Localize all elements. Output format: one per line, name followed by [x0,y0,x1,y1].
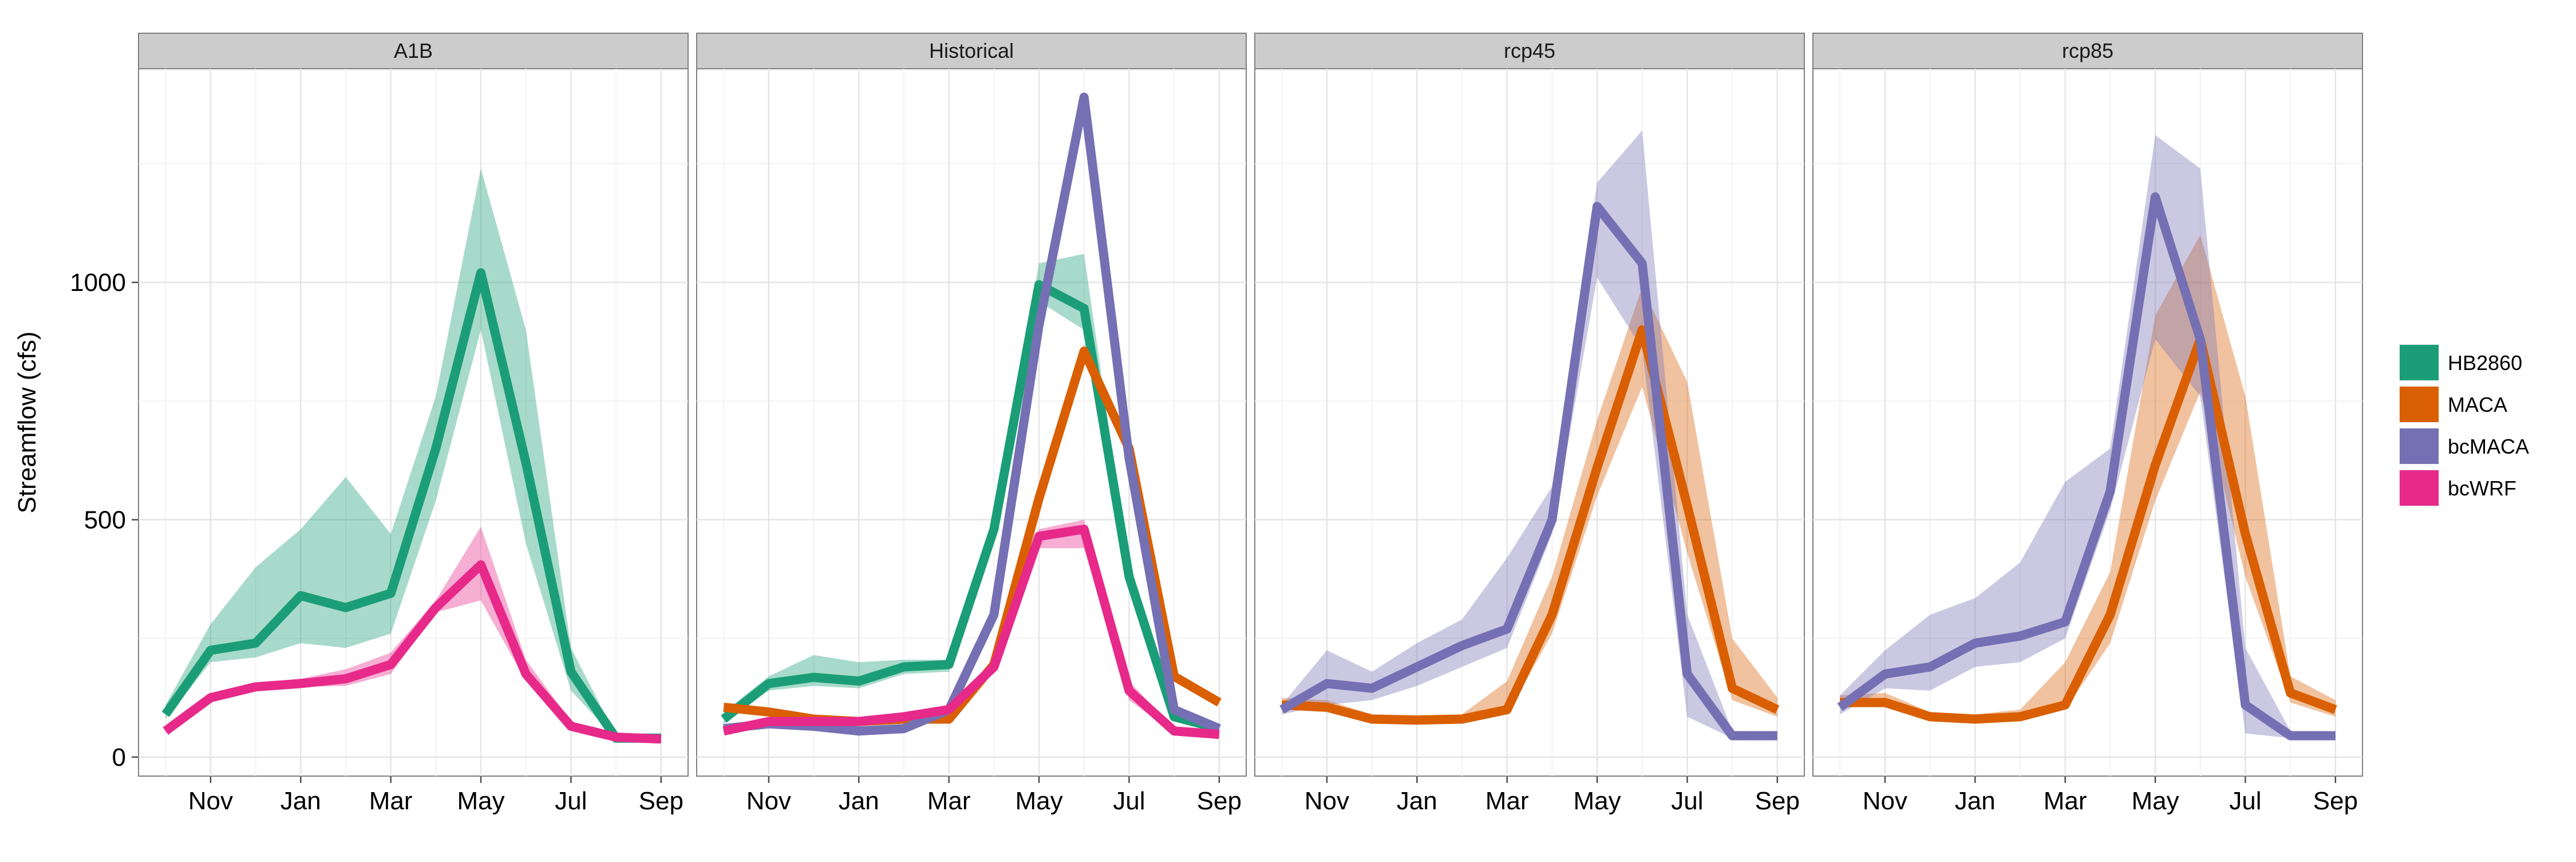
x-tick-label: Jul [555,787,587,815]
x-tick-label: Mar [927,787,971,815]
x-tick-label: Jul [1671,787,1703,815]
legend-item-maca: MACA [2398,385,2507,424]
x-tick-label: Nov [188,787,233,815]
panel-rcp85: rcp85 Nov Jan Mar May Jul Sep [1812,33,2363,815]
panel-strip [1812,33,2363,69]
x-tick-label: Sep [1755,787,1800,815]
ribbon-bcmaca [1282,130,1777,738]
x-tick-label: Jan [1397,787,1437,815]
x-tick-label: Nov [1863,787,1907,815]
x-tick-label: Mar [2044,787,2087,815]
x-tick-label: Jan [1955,787,1996,815]
x-tick-label: May [1573,787,1621,815]
y-axis: 0 500 1000 Streamflow (cfs) [13,269,139,772]
x-tick-label: May [2131,787,2179,815]
ribbon-hb2860 [165,168,661,739]
panel-strip [1254,33,1805,69]
y-tick-label: 500 [84,506,126,534]
panel-title: A1B [394,39,433,62]
x-tick-label: Sep [639,787,683,815]
legend-label: MACA [2448,393,2507,416]
x-tick-label: Mar [369,787,413,815]
x-tick-label: Jul [2229,787,2261,815]
series-line-maca [1281,325,1780,725]
legend-item-bcwrf: bcWRF [2398,469,2516,507]
legend-item-hb2860: HB2860 [2398,343,2522,382]
legend-label: bcMACA [2448,435,2529,458]
series-line-bcwrf [163,560,662,744]
x-tick-label: Jul [1113,787,1145,815]
x-tick-label: Jan [839,787,879,815]
y-tick-label: 1000 [70,269,126,297]
y-tick-label: 0 [112,743,126,772]
plot-area [138,68,689,777]
x-tick-label: Sep [1197,787,1242,815]
legend-swatch [2400,387,2439,422]
legend-swatch [2400,428,2439,464]
legend-item-bcmaca: bcMACA [2398,427,2529,466]
panel-title: rcp45 [1504,39,1555,62]
legend-label: bcWRF [2448,477,2516,500]
x-tick-label: May [457,787,504,815]
panel-historical: Historical Nov Jan Mar May Jul Sep [696,33,1247,815]
series-line-hb2860 [161,268,661,743]
legend-swatch [2400,345,2439,380]
series-line-bcmaca [1279,202,1777,741]
panels-layer: A1B Nov Jan Mar May Jul Sep Historical Nov Jan Mar… [138,33,2363,815]
x-tick-label: Nov [1305,787,1349,815]
panel-title: Historical [929,39,1014,62]
x-tick-label: May [1015,787,1062,815]
series-line-maca [1840,334,2337,724]
x-tick-label: Mar [1485,787,1529,815]
panel-title: rcp85 [2062,39,2113,62]
panel-strip [138,33,689,69]
x-tick-label: Jan [280,787,321,815]
panel-rcp45: rcp45 Nov Jan Mar May Jul Sep [1254,33,1805,815]
panel-strip [696,33,1247,69]
legend-label: HB2860 [2448,351,2522,375]
x-tick-label: Sep [2313,787,2358,815]
y-axis-label: Streamflow (cfs) [13,332,41,514]
legend: HB2860 MACA bcMACA bcWRF [2398,343,2529,507]
ribbon-maca [1840,235,2336,723]
x-tick-label: Nov [746,787,791,815]
series-line-bcmaca [1837,192,2336,741]
series-line-hb2860 [721,280,1220,733]
panel-a1b: A1B Nov Jan Mar May Jul Sep [138,33,689,815]
series-line-bcwrf [722,525,1220,739]
legend-swatch [2400,470,2439,506]
